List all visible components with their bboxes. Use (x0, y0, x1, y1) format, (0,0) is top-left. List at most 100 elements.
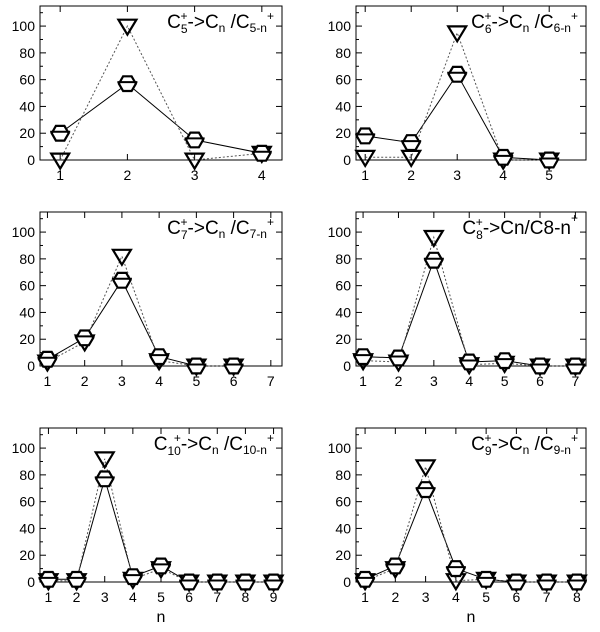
plot-frame (355, 427, 587, 583)
hexagon-marker (235, 573, 256, 591)
y-tick-label: 100 (328, 440, 352, 456)
chart-title-part: n (523, 443, 530, 457)
x-tick-label: 5 (545, 167, 553, 183)
x-tick-label: 6 (230, 373, 238, 389)
chart-title-part: 9 (485, 444, 492, 458)
y-tick-label: 100 (328, 224, 352, 240)
x-tick-label: 4 (155, 373, 163, 389)
chart-title-part: n (523, 21, 530, 35)
chart-title-part: + (476, 215, 483, 229)
chart-title: C6+->Cn /C6-n+ (471, 9, 578, 36)
series-line-2 (59, 24, 262, 161)
chart-title-part: /C (529, 12, 553, 33)
x-tick-label: 2 (81, 373, 89, 389)
y-tick-label: 60 (19, 494, 35, 510)
y-tick-label: 100 (328, 18, 352, 34)
x-tick-label: 4 (465, 373, 473, 389)
hexagon-marker (424, 251, 444, 269)
chart-title-part: + (485, 9, 492, 23)
chart-title-part: + (485, 431, 492, 445)
x-tick-label: 2 (395, 373, 403, 389)
hexagon-marker (37, 350, 58, 368)
x-axis-label: n (157, 609, 166, 626)
hexagon-marker (186, 357, 207, 375)
hexagon-marker (123, 568, 143, 586)
x-tick-label: 3 (453, 167, 461, 183)
x-tick-label: 1 (361, 589, 369, 605)
chart-title-part: C (154, 434, 168, 455)
chart-title-part: /C (529, 434, 553, 455)
chart-title-part: n (219, 227, 226, 241)
hexagon-marker (476, 570, 496, 588)
triangle-marker (183, 152, 206, 171)
y-tick-label: 40 (335, 98, 351, 114)
y-tick-label: 100 (12, 18, 36, 34)
hexagon-marker (447, 65, 467, 83)
hexagon-marker (117, 75, 138, 93)
hexagon-marker (446, 560, 466, 578)
chart-title-part: + (181, 9, 188, 23)
y-tick-label: 60 (335, 72, 351, 88)
hexagon-marker (74, 329, 95, 347)
y-tick-label: 20 (19, 547, 35, 563)
y-tick-label: 100 (12, 224, 36, 240)
y-tick-label: 20 (19, 331, 35, 347)
y-tick-label: 0 (27, 358, 35, 374)
hexagon-marker (353, 348, 373, 366)
hexagon-marker (459, 353, 479, 371)
x-tick-label: 2 (73, 589, 81, 605)
y-tick-label: 40 (19, 304, 35, 320)
chart-title-part: n (219, 21, 226, 35)
chart-title-part: C (167, 218, 181, 239)
x-tick-label: 3 (101, 589, 109, 605)
chart-title: C8+->Cn/C8-n+ (462, 211, 578, 242)
x-tick-label: 6 (536, 373, 544, 389)
x-tick-label: 8 (573, 589, 581, 605)
chart-title-part: + (174, 431, 181, 445)
y-tick-label: 80 (335, 251, 351, 267)
x-axis-label: n (467, 609, 476, 626)
y-tick-label: 80 (19, 467, 35, 483)
x-tick-label: 2 (391, 589, 399, 605)
triangle-marker (110, 248, 133, 267)
chart-title-part: + (181, 215, 188, 229)
series-line-2 (363, 235, 576, 367)
chart-title-part: 6 (485, 22, 492, 36)
y-tick-label: 0 (27, 152, 35, 168)
x-tick-label: 5 (192, 373, 200, 389)
hexagon-marker (415, 481, 436, 499)
triangle-marker (116, 18, 139, 37)
hexagon-marker (401, 134, 421, 152)
chart-title-part: ->Cn/C8-n (483, 218, 571, 239)
hexagon-marker (355, 570, 375, 588)
hexagon-marker (151, 557, 171, 575)
y-tick-label: 0 (343, 358, 351, 374)
chart-title-part: ->C (492, 12, 523, 33)
chart-title-part: + (571, 9, 578, 23)
y-tick-label: 60 (19, 278, 35, 294)
y-tick-label: 40 (19, 520, 35, 536)
hexagon-marker (493, 148, 513, 166)
chart-title-part: /C (225, 12, 249, 33)
y-tick-label: 100 (12, 440, 36, 456)
series-line-2 (365, 31, 550, 161)
x-tick-label: 4 (129, 589, 137, 605)
hexagon-marker (494, 352, 515, 370)
hexagon-marker (530, 357, 550, 375)
x-tick-label: 5 (482, 589, 490, 605)
series-line-1 (59, 83, 262, 154)
x-tick-label: 7 (213, 589, 221, 605)
chart-title-part: 10-n (243, 443, 267, 457)
y-tick-label: 20 (335, 125, 351, 141)
chart-title-part: n (212, 443, 219, 457)
triangle-marker (49, 152, 72, 171)
chart-title-part: 7 (181, 228, 188, 242)
y-tick-label: 20 (335, 331, 351, 347)
x-tick-label: 4 (452, 589, 460, 605)
hexagon-marker (94, 470, 115, 488)
x-tick-label: 1 (361, 167, 369, 183)
chart-title: C7+->Cn /C7-n+ (167, 215, 274, 242)
hexagon-marker (38, 570, 59, 588)
